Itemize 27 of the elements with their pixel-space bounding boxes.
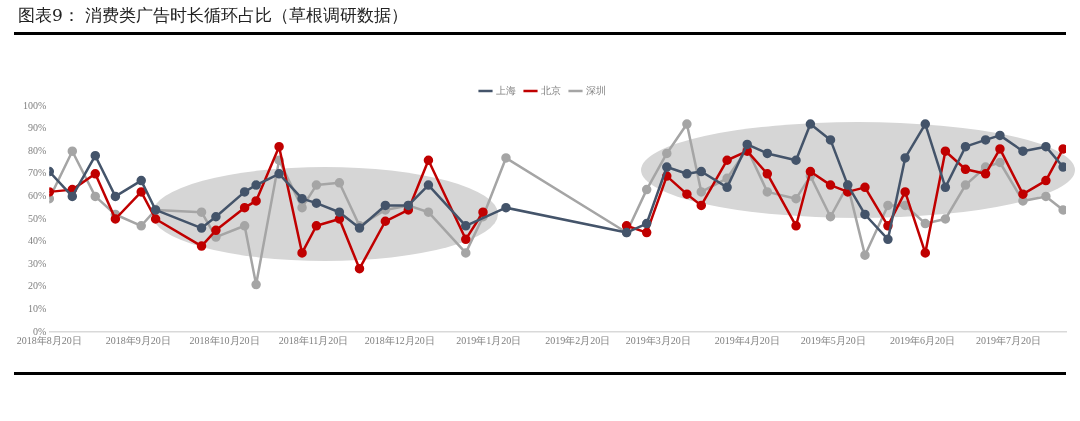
y-tick-label: 10% xyxy=(27,303,47,315)
x-tick-label: 2019年6月20日 xyxy=(889,334,955,346)
y-tick-label: 100% xyxy=(22,99,47,111)
x-tick-label: 2019年3月20日 xyxy=(625,334,691,346)
y-tick-label: 80% xyxy=(27,144,47,156)
legend-label: 上海 xyxy=(495,84,516,96)
x-tick-label: 2018年11月20日 xyxy=(278,334,349,346)
y-tick-label: 60% xyxy=(27,190,47,202)
x-tick-label: 2019年5月20日 xyxy=(800,334,866,346)
y-tick-label: 30% xyxy=(27,257,47,269)
chart-title: 图表9： 消费类广告时长循环占比（草根调研数据） xyxy=(18,4,409,27)
y-tick-label: 20% xyxy=(27,280,47,292)
x-tick-label: 2019年4月20日 xyxy=(714,334,780,346)
x-tick-label: 2018年8月20日 xyxy=(16,334,82,346)
y-tick-label: 40% xyxy=(27,235,47,247)
legend-label: 深圳 xyxy=(585,84,606,96)
y-tick-label: 90% xyxy=(27,122,47,134)
x-tick-label: 2018年12月20日 xyxy=(364,334,435,346)
legend-label: 北京 xyxy=(540,84,561,96)
x-tick-label: 2018年10月20日 xyxy=(189,334,260,346)
x-tick-label: 2019年2月20日 xyxy=(545,334,611,346)
y-tick-label: 50% xyxy=(27,212,47,224)
x-tick-label: 2019年1月20日 xyxy=(456,334,522,346)
x-tick-label: 2018年9月20日 xyxy=(105,334,171,346)
y-tick-label: 70% xyxy=(27,167,47,179)
y-tick-label: 0% xyxy=(32,325,47,337)
x-tick-label: 2019年7月20日 xyxy=(976,334,1042,346)
